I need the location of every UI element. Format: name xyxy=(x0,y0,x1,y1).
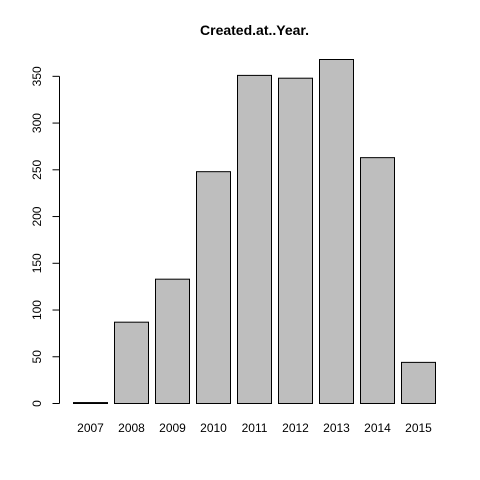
bar-2007 xyxy=(73,402,108,404)
y-tick-label: 300 xyxy=(30,113,44,133)
y-tick-label: 100 xyxy=(30,300,44,320)
y-axis: 0 50 100 150 200 250 300 350 xyxy=(30,66,60,407)
bar-2015 xyxy=(401,361,436,405)
y-tick-label: 0 xyxy=(30,400,44,407)
bar-2013 xyxy=(319,59,354,404)
y-tick-label: 250 xyxy=(30,159,44,179)
bar-2008 xyxy=(114,321,149,405)
bar-2012 xyxy=(278,77,313,405)
x-tick-label: 2012 xyxy=(282,421,309,435)
x-tick-label: 2014 xyxy=(364,421,391,435)
x-tick-label: 2015 xyxy=(405,421,432,435)
y-tick-label: 350 xyxy=(30,66,44,86)
y-tick-label: 200 xyxy=(30,206,44,226)
x-axis-labels: 2007 2008 2009 2010 2011 2012 2013 2014 2015 xyxy=(77,421,432,435)
chart-title: Created.at..Year. xyxy=(200,22,309,38)
bar-2011 xyxy=(237,74,272,405)
bar-2009 xyxy=(155,278,190,405)
y-tick-label: 50 xyxy=(30,350,44,364)
x-tick-label: 2008 xyxy=(118,421,145,435)
bar-2014 xyxy=(360,157,395,404)
x-tick-label: 2011 xyxy=(242,421,268,435)
x-tick-label: 2010 xyxy=(200,421,227,435)
y-tick-label: 150 xyxy=(30,253,44,273)
bar-2010 xyxy=(196,171,231,404)
bars-group xyxy=(73,59,436,405)
x-tick-label: 2013 xyxy=(323,421,350,435)
x-tick-label: 2009 xyxy=(159,421,186,435)
x-tick-label: 2007 xyxy=(77,421,104,435)
